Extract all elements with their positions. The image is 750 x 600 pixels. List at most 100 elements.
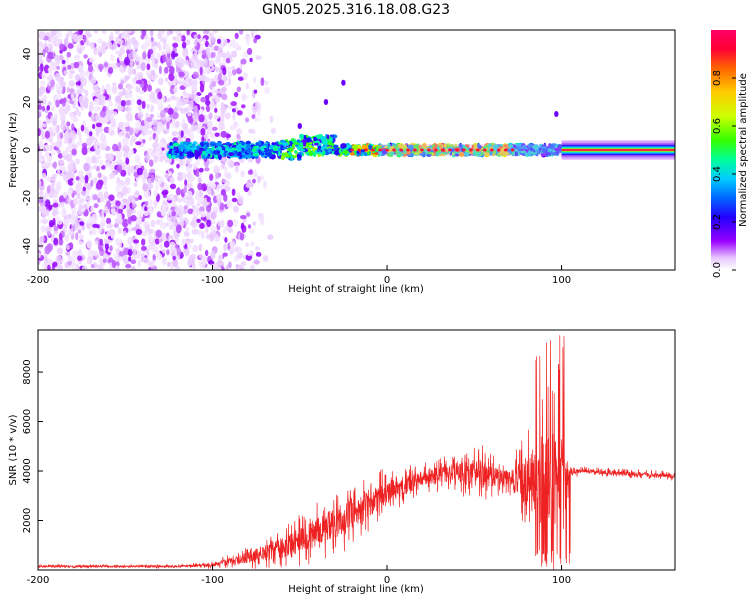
noise-blob — [202, 37, 206, 44]
noise-blob — [59, 132, 64, 139]
noise-blob — [100, 132, 105, 141]
signal-blob — [475, 152, 479, 157]
noise-blob — [218, 80, 225, 86]
noise-blob — [116, 238, 123, 245]
noise-blob — [141, 30, 147, 37]
noise-blob — [211, 65, 216, 70]
noise-blob — [119, 251, 125, 257]
signal-blob — [171, 149, 175, 156]
signal-blob — [416, 151, 420, 156]
noise-blob — [157, 91, 163, 100]
noise-blob — [253, 117, 260, 122]
noise-blob — [154, 150, 159, 157]
noise-blob — [61, 150, 68, 157]
signal-blob — [305, 151, 310, 155]
noise-blob — [89, 41, 95, 50]
noise-blob — [54, 54, 60, 60]
noise-blob — [39, 33, 44, 40]
noise-blob — [76, 185, 80, 193]
signal-blob — [340, 143, 347, 149]
noise-blob — [147, 198, 153, 207]
noise-blob — [101, 138, 107, 146]
noise-blob — [221, 75, 226, 80]
noise-blob — [171, 95, 176, 100]
noise-blob — [240, 58, 247, 65]
signal-blob — [536, 149, 540, 154]
noise-blob — [121, 186, 128, 195]
signal-blob — [363, 152, 369, 157]
noise-blob — [195, 92, 202, 97]
noise-blob — [116, 183, 122, 191]
signal-blob — [316, 151, 323, 155]
noise-blob — [171, 120, 176, 128]
noise-blob — [38, 111, 42, 118]
noise-blob — [125, 177, 131, 184]
noise-blob — [246, 47, 253, 56]
colorbar-tick-label: 0.2 — [712, 214, 723, 230]
noise-blob — [109, 163, 115, 171]
noise-blob — [167, 107, 174, 115]
noise-blob — [158, 65, 162, 75]
signal-blob — [171, 154, 176, 160]
noise-blob — [58, 54, 64, 61]
noise-blob — [81, 142, 88, 148]
signal-blob — [492, 150, 497, 155]
noise-blob — [172, 42, 179, 48]
signal-blob — [447, 146, 453, 150]
noise-blob — [116, 164, 123, 173]
noise-blob — [67, 64, 72, 70]
noise-blob — [125, 99, 132, 106]
noise-blob — [122, 136, 129, 146]
signal-blob — [264, 155, 268, 159]
noise-blob — [142, 139, 146, 144]
signal-blob — [320, 145, 325, 151]
noise-blob — [38, 105, 43, 110]
noise-blob — [184, 94, 190, 99]
noise-blob — [60, 201, 65, 208]
noise-blob — [41, 131, 45, 141]
noise-blob — [158, 45, 162, 52]
noise-blob — [217, 73, 223, 82]
noise-blob — [109, 245, 113, 252]
signal-blob — [221, 145, 225, 151]
noise-blob — [143, 211, 149, 216]
noise-blob — [75, 106, 80, 113]
noise-blob — [97, 106, 102, 111]
x-tick-label: -100 — [201, 575, 224, 586]
noise-blob — [209, 233, 214, 242]
noise-blob — [196, 218, 201, 223]
signal-blob — [308, 150, 313, 157]
noise-blob — [197, 229, 202, 236]
noise-blob — [93, 63, 99, 69]
noise-blob — [231, 108, 236, 113]
noise-blob — [51, 105, 55, 112]
noise-blob — [54, 73, 61, 81]
noise-blob — [110, 44, 117, 51]
noise-blob — [214, 107, 218, 113]
noise-blob — [38, 140, 43, 148]
noise-blob — [128, 256, 132, 262]
noise-blob — [166, 249, 170, 256]
noise-blob — [164, 77, 169, 82]
noise-blob — [146, 248, 150, 258]
noise-blob — [197, 177, 202, 183]
signal-blob — [443, 143, 447, 148]
noise-blob — [163, 240, 170, 248]
noise-blob — [74, 54, 81, 61]
noise-blob — [136, 99, 142, 106]
noise-blob — [162, 189, 169, 195]
noise-blob — [205, 99, 211, 106]
noise-blob — [77, 47, 83, 55]
noise-blob — [38, 179, 42, 188]
noise-blob — [66, 121, 71, 127]
noise-blob — [84, 188, 90, 197]
noise-blob — [222, 67, 227, 76]
noise-blob — [201, 183, 207, 192]
noise-blob — [82, 186, 86, 192]
signal-blob — [333, 145, 338, 151]
signal-peak — [378, 148, 382, 152]
noise-blob — [66, 244, 71, 250]
noise-blob — [78, 30, 83, 36]
noise-blob — [112, 143, 119, 152]
noise-blob — [125, 263, 132, 269]
